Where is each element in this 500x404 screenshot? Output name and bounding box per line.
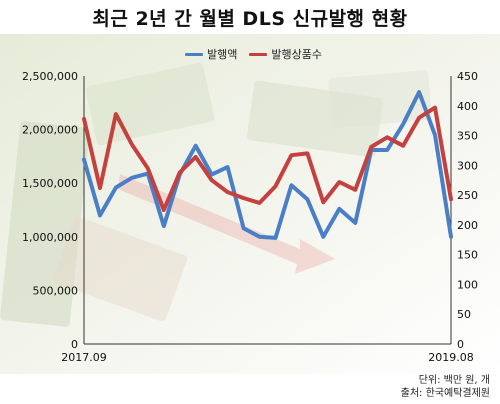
footnote: 단위: 백만 원, 개 출처: 한국예탁결제원 — [401, 374, 490, 400]
right-tick-label: 0 — [457, 338, 464, 351]
right-tick-label: 450 — [457, 70, 478, 83]
x-tick-label-start: 2017.09 — [61, 351, 107, 364]
right-tick-label: 200 — [457, 219, 478, 232]
left-tick-label: 2,500,000 — [22, 70, 78, 83]
right-tick-label: 300 — [457, 159, 478, 172]
series-line-issue-amount — [82, 90, 453, 240]
left-tick-label: 1,500,000 — [22, 177, 78, 190]
unit-note: 단위: 백만 원, 개 — [418, 375, 490, 386]
right-tick-label: 150 — [457, 249, 478, 262]
series-lines — [82, 90, 453, 240]
right-tick-label: 400 — [457, 100, 478, 113]
right-tick-label: 250 — [457, 189, 478, 202]
left-tick-label: 2,000,000 — [22, 124, 78, 137]
right-tick-label: 50 — [457, 308, 471, 321]
right-axis-ticks: 0 50 100 150 200 250 300 350 400 450 — [457, 70, 478, 351]
series-line-issue-count — [82, 105, 453, 212]
left-tick-label: 1,000,000 — [22, 231, 78, 244]
right-tick-label: 100 — [457, 278, 478, 291]
legend: 발행액 발행상품수 — [185, 46, 322, 62]
left-axis-ticks: 0 500,000 1,000,000 1,500,000 2,000,000 2,500… — [22, 70, 78, 351]
line-chart: 0 500,000 1,000,000 1,500,000 2,000,000 2,500… — [0, 34, 500, 374]
chart-area: 0 500,000 1,000,000 1,500,000 2,000,000 2,500… — [0, 34, 500, 374]
legend-label-issue-amount: 발행액 — [207, 48, 238, 61]
legend-swatch-issue-amount — [185, 52, 203, 56]
left-tick-label: 500,000 — [33, 284, 79, 297]
x-tick-label-end: 2019.08 — [428, 351, 474, 364]
legend-item-issue-amount: 발행액 — [185, 46, 237, 62]
source-note: 출처: 한국예탁결제원 — [400, 388, 490, 399]
chart-title: 최근 2년 간 월별 DLS 신규발행 현황 — [92, 8, 408, 30]
right-tick-label: 350 — [457, 130, 478, 143]
left-tick-label: 0 — [71, 338, 78, 351]
legend-label-issue-count: 발행상품수 — [271, 48, 322, 61]
legend-item-issue-count: 발행상품수 — [249, 46, 322, 62]
background-banknotes — [0, 34, 500, 374]
x-axis-ticks: 2017.09 2019.08 — [61, 351, 474, 364]
legend-swatch-issue-count — [249, 52, 268, 56]
